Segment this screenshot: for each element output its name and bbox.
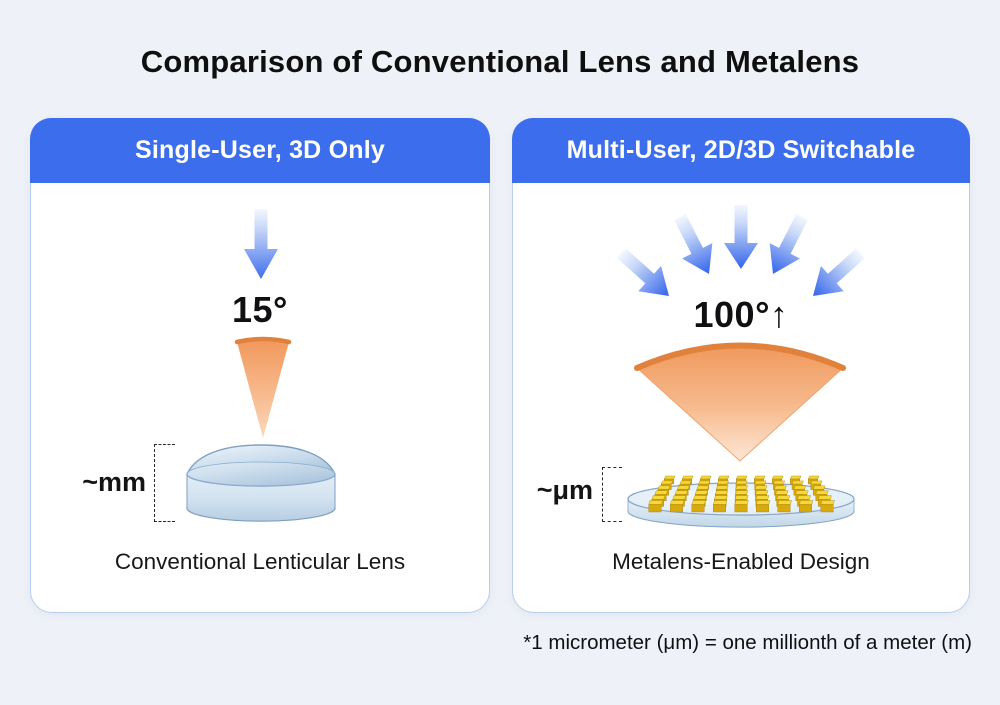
down-arrow-icon — [244, 209, 278, 279]
height-bracket — [154, 444, 175, 522]
caption-conventional-lens: Conventional Lenticular Lens — [114, 549, 406, 574]
angle-label-15deg: 15° — [232, 289, 288, 330]
caption-metalens: Metalens-Enabled Design — [612, 549, 870, 574]
scale-label-um: ~μm — [536, 475, 593, 505]
lenticular-lens-illustration — [186, 444, 336, 522]
metalens-illustration — [627, 475, 855, 528]
panel-conventional-lens: Single-User, 3D Only 15° — [30, 118, 490, 613]
scale-label-mm: ~mm — [82, 467, 146, 497]
footnote: *1 micrometer (μm) = one millionth of a … — [523, 631, 972, 654]
panel-metalens: Multi-User, 2D/3D Switchable 100°↑ — [512, 118, 970, 613]
angle-label-100deg: 100°↑ — [693, 294, 789, 335]
panel-header-single-user: Single-User, 3D Only — [30, 118, 490, 183]
fan-arrows-icon — [611, 205, 871, 301]
wide-light-cone-icon — [634, 342, 846, 462]
narrow-light-cone-icon — [234, 336, 292, 438]
gold-nanopillar-grid — [648, 475, 835, 513]
page-title: Comparison of Conventional Lens and Meta… — [140, 44, 860, 79]
panel-header-multi-user: Multi-User, 2D/3D Switchable — [512, 118, 970, 183]
height-bracket — [602, 467, 622, 522]
